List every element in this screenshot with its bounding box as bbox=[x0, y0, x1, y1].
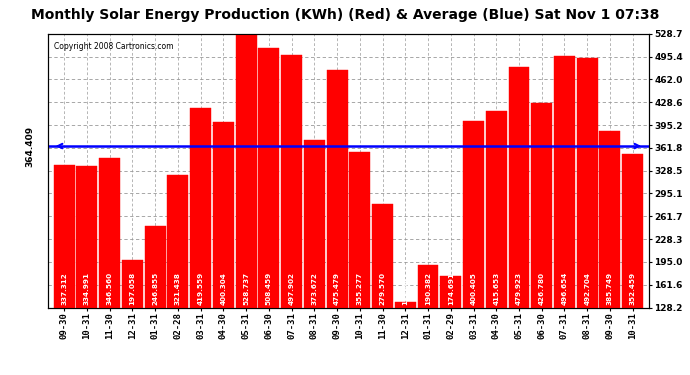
Bar bbox=[600, 132, 620, 308]
Text: 400.304: 400.304 bbox=[220, 273, 226, 306]
Text: 337.312: 337.312 bbox=[61, 273, 67, 306]
Bar bbox=[440, 276, 461, 308]
Text: 321.438: 321.438 bbox=[175, 273, 181, 306]
Bar bbox=[236, 34, 257, 308]
Text: 415.653: 415.653 bbox=[493, 272, 500, 306]
Bar bbox=[190, 108, 211, 307]
Bar bbox=[213, 122, 234, 308]
Text: 373.672: 373.672 bbox=[311, 273, 317, 306]
Bar bbox=[168, 176, 188, 308]
Bar bbox=[304, 140, 325, 308]
Text: 346.560: 346.560 bbox=[107, 272, 112, 306]
Bar bbox=[54, 165, 75, 308]
Text: 136.061: 136.061 bbox=[402, 273, 408, 306]
Bar bbox=[372, 204, 393, 308]
Text: 508.459: 508.459 bbox=[266, 272, 272, 306]
Text: Monthly Solar Energy Production (KWh) (Red) & Average (Blue) Sat Nov 1 07:38: Monthly Solar Energy Production (KWh) (R… bbox=[31, 8, 659, 21]
Bar bbox=[577, 58, 598, 308]
Bar bbox=[622, 154, 643, 308]
Text: 492.704: 492.704 bbox=[584, 273, 590, 306]
Text: 497.902: 497.902 bbox=[288, 273, 295, 306]
Text: 528.737: 528.737 bbox=[243, 273, 249, 306]
Bar bbox=[281, 55, 302, 308]
Text: 364.409: 364.409 bbox=[26, 126, 34, 166]
Text: 496.654: 496.654 bbox=[562, 272, 567, 306]
Bar bbox=[509, 67, 529, 308]
Bar bbox=[145, 226, 166, 308]
Bar bbox=[77, 166, 97, 308]
Bar bbox=[326, 70, 348, 308]
Bar bbox=[99, 158, 120, 308]
Bar bbox=[463, 122, 484, 308]
Text: 197.058: 197.058 bbox=[130, 272, 135, 306]
Bar bbox=[395, 302, 416, 307]
Bar bbox=[486, 111, 506, 308]
Text: 352.459: 352.459 bbox=[630, 272, 635, 306]
Text: 400.405: 400.405 bbox=[471, 273, 477, 306]
Text: 334.991: 334.991 bbox=[84, 273, 90, 306]
Bar bbox=[417, 265, 439, 308]
Text: 190.382: 190.382 bbox=[425, 273, 431, 306]
Text: 279.570: 279.570 bbox=[380, 273, 386, 306]
Bar bbox=[349, 152, 371, 308]
Bar bbox=[122, 260, 143, 308]
Text: 355.277: 355.277 bbox=[357, 273, 363, 306]
Bar bbox=[258, 48, 279, 308]
Bar bbox=[531, 104, 552, 308]
Bar bbox=[554, 56, 575, 308]
Text: 419.559: 419.559 bbox=[197, 272, 204, 306]
Text: 385.749: 385.749 bbox=[607, 272, 613, 306]
Text: 426.780: 426.780 bbox=[539, 273, 544, 306]
Text: 475.479: 475.479 bbox=[334, 273, 340, 306]
Text: 246.855: 246.855 bbox=[152, 272, 158, 306]
Text: Copyright 2008 Cartronics.com: Copyright 2008 Cartronics.com bbox=[55, 42, 174, 51]
Text: 479.923: 479.923 bbox=[516, 273, 522, 306]
Text: 174.691: 174.691 bbox=[448, 273, 454, 306]
